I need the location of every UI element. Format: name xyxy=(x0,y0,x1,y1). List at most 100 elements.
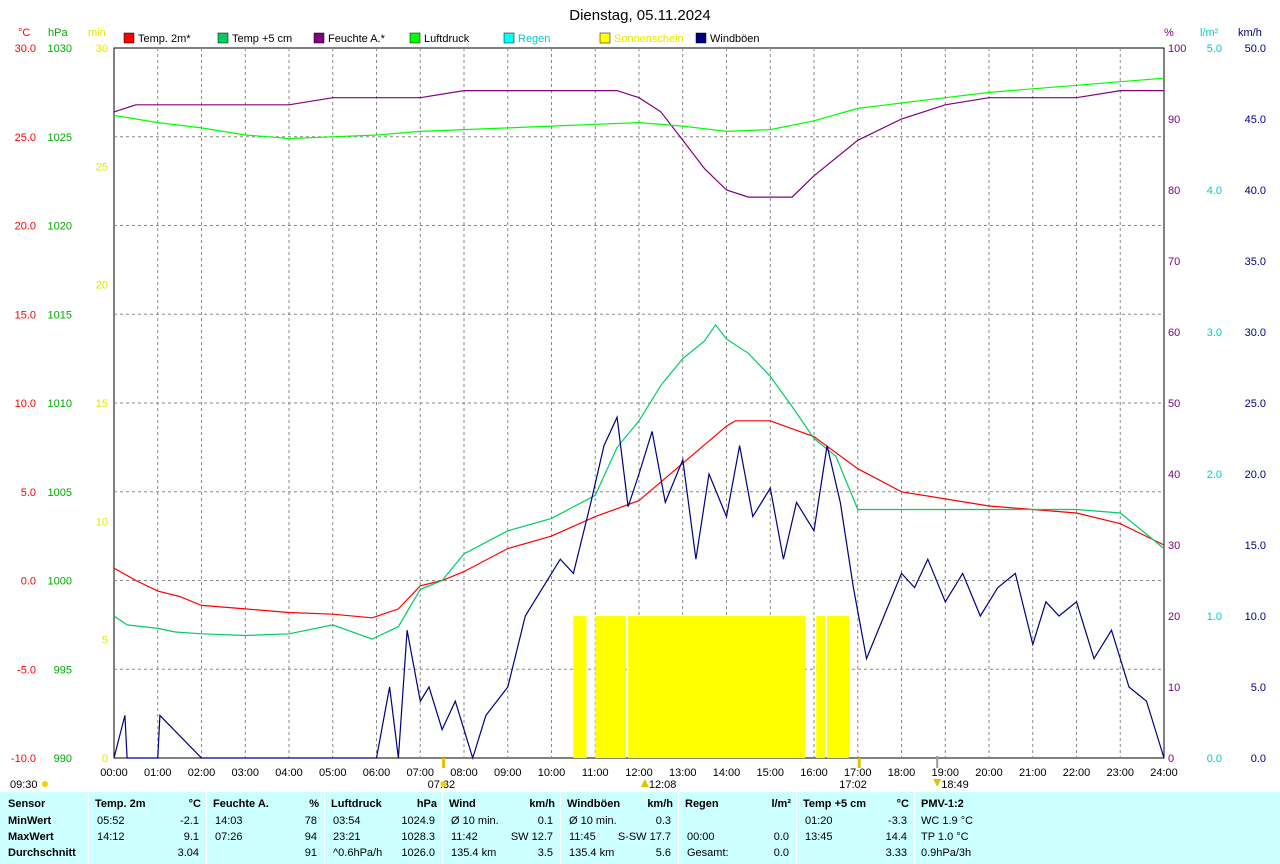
legend-label: Windböen xyxy=(710,33,760,45)
tick-label-sun: 20 xyxy=(96,280,108,292)
stats-rain-value-2: 0.0 xyxy=(773,847,789,859)
series-line-0 xyxy=(113,420,1165,619)
tick-label-humidity: 100 xyxy=(1168,43,1186,55)
x-tick-label: 12:00 xyxy=(625,767,653,779)
legend-swatch xyxy=(409,32,421,44)
stats-wind-value-1: SW 12.7 xyxy=(510,831,553,843)
tick-label-temp: 5.0 xyxy=(21,487,36,499)
stats-pressure-value-2: 1026.0 xyxy=(401,847,435,859)
stats-col-temp2m: Temp. 2m °C 05:52 -2.1 14:12 9.1 3.04 xyxy=(88,792,207,864)
x-tick-label: 16:00 xyxy=(800,767,828,779)
tick-label-temp: 10.0 xyxy=(15,398,36,410)
legend-swatch xyxy=(695,32,707,44)
legend-swatch xyxy=(503,32,515,44)
stats-unit-humidity: % xyxy=(309,798,319,810)
stats-humidity-value-0: 78 xyxy=(304,815,317,827)
stats-humidity-value-2: 91 xyxy=(304,847,317,859)
tick-label-humidity: 0 xyxy=(1168,753,1174,765)
stats-label-max: MaxWert xyxy=(8,831,54,843)
x-tick-label: 23:00 xyxy=(1106,767,1134,779)
tick-label-sun: 0 xyxy=(102,753,108,765)
tick-label-pressure: 1015 xyxy=(48,309,72,321)
stats-col-wind: Wind km/h Ø 10 min. 0.1 11:42 SW 12.7 135.4 km… xyxy=(442,792,561,864)
axis-unit-wind: km/h xyxy=(1238,27,1262,39)
axis-unit-pressure: hPa xyxy=(48,27,68,39)
tick-label-wind: 0.0 xyxy=(1251,753,1266,765)
tick-label-humidity: 10 xyxy=(1168,682,1180,694)
tick-label-pressure: 995 xyxy=(54,664,72,676)
stats-unit-pressure: hPa xyxy=(416,798,437,810)
stats-temp5cm-time-0: 01:20 xyxy=(805,815,833,827)
stats-unit-temp5cm: °C xyxy=(896,798,909,810)
stats-label-avg: Durchschnitt xyxy=(8,847,76,859)
x-tick-label: 05:00 xyxy=(319,767,347,779)
tick-label-humidity: 70 xyxy=(1168,256,1180,268)
stats-header-sensor: Sensor xyxy=(8,798,46,810)
tick-label-wind: 30.0 xyxy=(1245,327,1266,339)
x-tick-label: 00:00 xyxy=(100,767,128,779)
stats-pressure-time-1: 23:21 xyxy=(333,831,361,843)
stats-col-pmv: PMV-1:2 WC 1.9 °C TP 1.0 °C 0.9hPa/3h xyxy=(914,792,1015,864)
stats-header-temp5cm: Temp +5 cm xyxy=(803,798,867,810)
tick-label-humidity: 50 xyxy=(1168,398,1180,410)
x-tick-label: 06:00 xyxy=(363,767,391,779)
tick-label-pressure: 990 xyxy=(54,753,72,765)
stats-temp5cm-value-0: -3.3 xyxy=(888,815,907,827)
x-tick-label: 17:00 xyxy=(844,767,872,779)
legend-label: Regen xyxy=(518,33,550,45)
x-tick-label: 14:00 xyxy=(713,767,741,779)
x-tick-label: 13:00 xyxy=(669,767,697,779)
tick-label-pressure: 1005 xyxy=(48,487,72,499)
stats-col-temp5cm: Temp +5 cm °C 01:20 -3.3 13:45 14.4 3.33 xyxy=(796,792,915,864)
axis-unit-sun: min xyxy=(88,27,106,39)
stats-col-pressure: Luftdruck hPa 03:54 1024.9 23:21 1028.3 ^0.6hP… xyxy=(324,792,443,864)
legend-label: Temp +5 cm xyxy=(232,33,292,45)
stats-header-humidity: Feuchte A. xyxy=(213,798,269,810)
stats-temp2m-value-0: -2.1 xyxy=(180,815,199,827)
x-tick-label: 21:00 xyxy=(1019,767,1047,779)
tick-label-humidity: 40 xyxy=(1168,469,1180,481)
x-tick-label: 08:00 xyxy=(450,767,478,779)
x-tick-label: 10:00 xyxy=(538,767,566,779)
sunshine-bar xyxy=(628,616,806,758)
stats-pressure-value-1: 1028.3 xyxy=(401,831,435,843)
x-tick-label: 24:00 xyxy=(1150,767,1178,779)
sunshine-bar xyxy=(827,616,849,758)
stats-temp5cm-time-1: 13:45 xyxy=(805,831,833,843)
stats-temp2m-time-1: 14:12 xyxy=(97,831,125,843)
stats-temp5cm-value-1: 14.4 xyxy=(885,831,907,843)
stats-label-min: MinWert xyxy=(8,815,52,827)
tick-label-sun: 15 xyxy=(96,398,108,410)
x-tick-label: 15:00 xyxy=(756,767,784,779)
series-line-3 xyxy=(113,77,1165,140)
tick-label-wind: 15.0 xyxy=(1245,540,1266,552)
tick-label-pressure: 1025 xyxy=(48,132,72,144)
tick-label-wind: 25.0 xyxy=(1245,398,1266,410)
weather-chart: 30.025.020.015.010.05.00.0-5.0-10.010301… xyxy=(10,7,1266,791)
tick-label-temp: 0.0 xyxy=(21,576,36,588)
stats-temp2m-value-2: 3.04 xyxy=(177,847,199,859)
tick-label-pressure: 1010 xyxy=(48,398,72,410)
legend-label: Feuchte A.* xyxy=(328,33,386,45)
stats-header-gusts: Windböen xyxy=(567,798,621,810)
tick-label-humidity: 80 xyxy=(1168,185,1180,197)
stats-pmv-0: WC 1.9 °C xyxy=(921,815,974,827)
tick-label-humidity: 30 xyxy=(1168,540,1180,552)
tick-label-rain: 0.0 xyxy=(1207,753,1222,765)
stats-temp2m-time-0: 05:52 xyxy=(97,815,125,827)
stats-pressure-time-2: ^0.6hPa/h xyxy=(333,847,383,859)
legend-swatch xyxy=(217,32,229,44)
tick-label-sun: 5 xyxy=(102,635,108,647)
stats-humidity-time-1: 07:26 xyxy=(215,831,243,843)
tick-label-temp: -5.0 xyxy=(17,664,36,676)
marker-solar-noon: 12:08 xyxy=(649,779,677,791)
x-tick-label: 22:00 xyxy=(1063,767,1091,779)
stats-unit-temp2m: °C xyxy=(188,798,201,810)
stats-gusts-time-1: 11:45 xyxy=(569,831,596,843)
stats-wind-value-0: 0.1 xyxy=(537,815,553,827)
tick-label-humidity: 20 xyxy=(1168,611,1180,623)
sun-icon xyxy=(440,781,447,787)
axis-unit-humidity: % xyxy=(1164,27,1174,39)
x-tick-label: 02:00 xyxy=(188,767,216,779)
tick-label-humidity: 90 xyxy=(1168,114,1180,126)
